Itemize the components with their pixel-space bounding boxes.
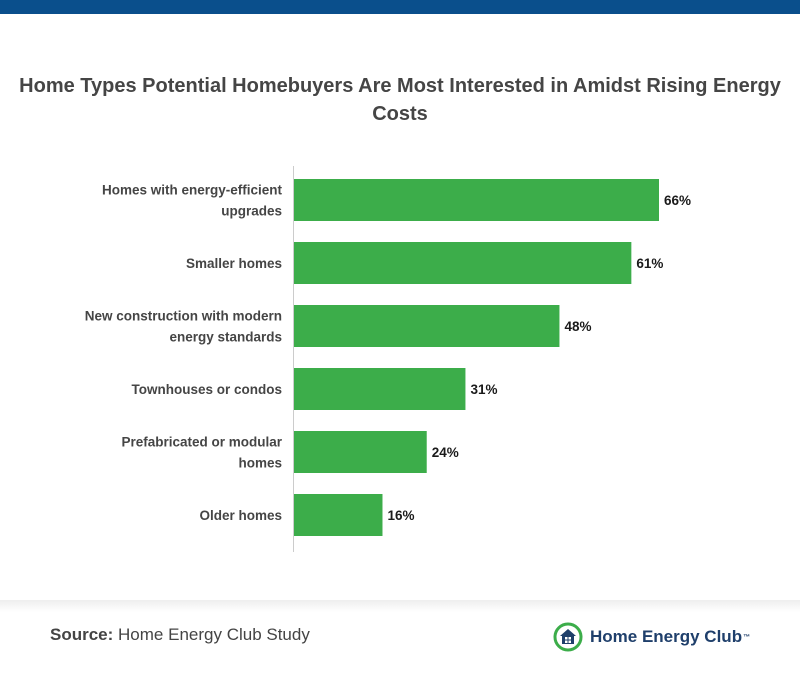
category-label-5: Older homes xyxy=(199,508,282,523)
category-label-2: New construction with modern energy stand… xyxy=(85,309,282,345)
bar-3 xyxy=(294,368,466,410)
bar-4 xyxy=(294,431,427,473)
value-label-3: 31% xyxy=(470,382,497,397)
value-label-1: 61% xyxy=(636,256,663,271)
footer: Source: Home Energy Club Study Home Ener… xyxy=(0,600,800,673)
source-note: Source: Home Energy Club Study xyxy=(50,625,310,645)
bar-2 xyxy=(294,305,560,347)
category-label-1: Smaller homes xyxy=(186,256,282,271)
value-label-5: 16% xyxy=(387,508,414,523)
brand-trademark: ™ xyxy=(743,633,751,641)
bar-5 xyxy=(294,494,383,536)
bar-chart: 66% Homes with energy-efficient upgrades 61… xyxy=(85,166,691,552)
source-text: Home Energy Club Study xyxy=(118,625,310,644)
category-label-0: Homes with energy-efficient upgrades xyxy=(102,183,283,219)
source-label: Source: xyxy=(50,625,114,644)
brand-logo: Home Energy Club ™ xyxy=(553,622,750,652)
chart-title: Home Types Potential Homebuyers Are Most… xyxy=(19,75,781,125)
brand-name: Home Energy Club xyxy=(590,627,743,646)
bar-0 xyxy=(294,179,659,221)
house-logo-icon xyxy=(553,622,583,652)
value-label-0: 66% xyxy=(664,193,691,208)
value-label-4: 24% xyxy=(432,445,459,460)
bar-1 xyxy=(294,242,632,284)
category-label-3: Townhouses or condos xyxy=(131,382,282,397)
header-band xyxy=(0,0,800,14)
value-label-2: 48% xyxy=(564,319,591,334)
category-label-4: Prefabricated or modular homes xyxy=(121,435,282,471)
